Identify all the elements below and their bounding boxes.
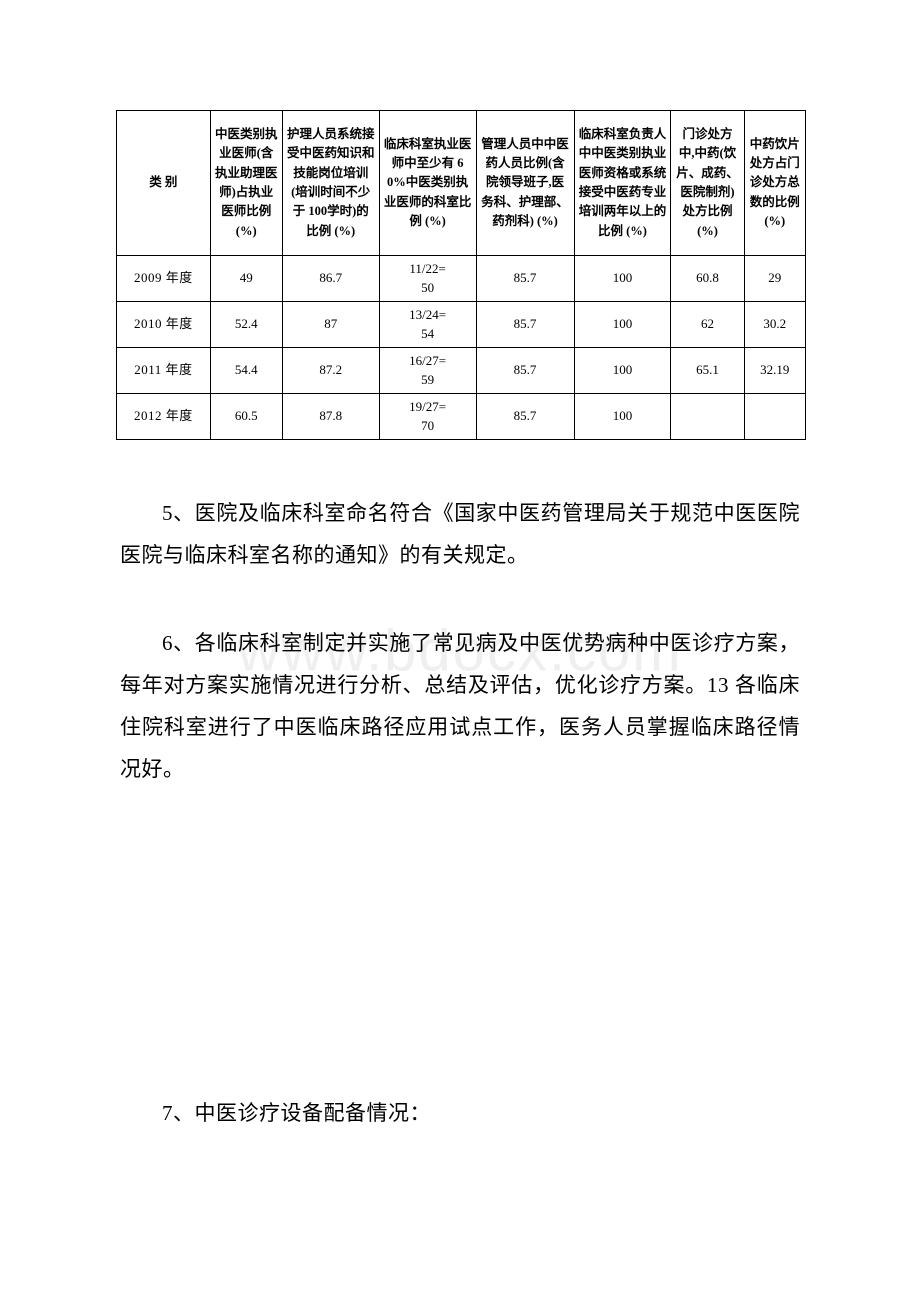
cell-value: 60.8	[671, 256, 744, 302]
cell-value: 85.7	[476, 394, 574, 440]
col-header: 临床科室执业医师中至少有 60%中医类别执业医师的科室比例 (%)	[379, 111, 476, 256]
cell-value: 87.2	[282, 348, 379, 394]
cell-year: 2009 年度	[117, 256, 211, 302]
cell-value: 19/27= 70	[379, 394, 476, 440]
cell-year: 2011 年度	[117, 348, 211, 394]
table-row: 2011 年度 54.4 87.2 16/27= 59 85.7 100 65.1…	[117, 348, 806, 394]
cell-value: 62	[671, 302, 744, 348]
cell-value: 100	[574, 302, 671, 348]
fraction-bottom: 70	[421, 418, 434, 433]
cell-value	[744, 394, 805, 440]
cell-value: 85.7	[476, 302, 574, 348]
cell-value: 11/22= 50	[379, 256, 476, 302]
cell-value	[671, 394, 744, 440]
table-row: 2010 年度 52.4 87 13/24= 54 85.7 100 62 30.…	[117, 302, 806, 348]
fraction-bottom: 50	[421, 280, 434, 295]
col-header: 临床科室负责人中中医类别执业医师资格或系统接受中医药专业培训两年以上的比例 (%…	[574, 111, 671, 256]
cell-value: 29	[744, 256, 805, 302]
fraction-bottom: 54	[421, 326, 434, 341]
cell-value: 49	[210, 256, 282, 302]
fraction-top: 13/24=	[409, 307, 446, 322]
paragraph-5: 5、医院及临床科室命名符合《国家中医药管理局关于规范中医医院医院与临床科室名称的…	[120, 492, 800, 576]
cell-value: 52.4	[210, 302, 282, 348]
cell-value: 16/27= 59	[379, 348, 476, 394]
cell-value: 85.7	[476, 256, 574, 302]
page-content: 类 别 中医类别执业医师(含执业助理医师)占执业医师比例 (%) 护理人员系统接…	[120, 110, 800, 1134]
cell-value: 32.19	[744, 348, 805, 394]
table-header-row: 类 别 中医类别执业医师(含执业助理医师)占执业医师比例 (%) 护理人员系统接…	[117, 111, 806, 256]
cell-value: 100	[574, 348, 671, 394]
cell-value: 87	[282, 302, 379, 348]
cell-year: 2012 年度	[117, 394, 211, 440]
table-row: 2012 年度 60.5 87.8 19/27= 70 85.7 100	[117, 394, 806, 440]
data-table: 类 别 中医类别执业医师(含执业助理医师)占执业医师比例 (%) 护理人员系统接…	[116, 110, 806, 440]
cell-value: 100	[574, 394, 671, 440]
col-header: 中药饮片处方占门诊处方总数的比例 (%)	[744, 111, 805, 256]
fraction-bottom: 59	[421, 372, 434, 387]
cell-value: 87.8	[282, 394, 379, 440]
col-header: 管理人员中中医药人员比例(含院领导班子,医务科、护理部、药剂科) (%)	[476, 111, 574, 256]
cell-year: 2010 年度	[117, 302, 211, 348]
cell-value: 100	[574, 256, 671, 302]
fraction-top: 16/27=	[409, 353, 446, 368]
cell-value: 13/24= 54	[379, 302, 476, 348]
cell-value: 65.1	[671, 348, 744, 394]
col-header: 中医类别执业医师(含执业助理医师)占执业医师比例 (%)	[210, 111, 282, 256]
paragraph-7: 7、中医诊疗设备配备情况：	[120, 1092, 800, 1134]
cell-value: 54.4	[210, 348, 282, 394]
paragraph-6: 6、各临床科室制定并实施了常见病及中医优势病种中医诊疗方案，每年对方案实施情况进…	[120, 622, 800, 790]
cell-value: 85.7	[476, 348, 574, 394]
fraction-top: 11/22=	[409, 261, 445, 276]
col-header: 类 别	[117, 111, 211, 256]
col-header: 护理人员系统接受中医药知识和技能岗位培训(培训时间不少于 100学时)的比例 (…	[282, 111, 379, 256]
cell-value: 86.7	[282, 256, 379, 302]
cell-value: 30.2	[744, 302, 805, 348]
fraction-top: 19/27=	[409, 399, 446, 414]
cell-value: 60.5	[210, 394, 282, 440]
table-row: 2009 年度 49 86.7 11/22= 50 85.7 100 60.8 2…	[117, 256, 806, 302]
col-header: 门诊处方中,中药(饮片、成药、医院制剂)处方比例 (%)	[671, 111, 744, 256]
